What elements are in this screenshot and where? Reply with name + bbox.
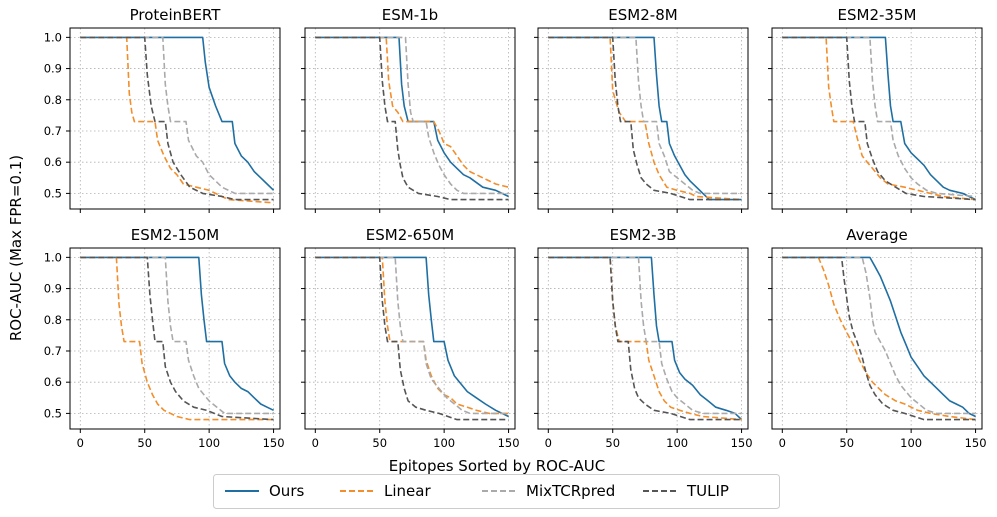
plot-frame — [771, 27, 983, 210]
x-tick-label: 150 — [965, 436, 987, 450]
subplot-title: ESM2-3B — [610, 226, 677, 244]
x-tick-label: 150 — [263, 436, 285, 450]
y-tick-label: 0.7 — [44, 344, 62, 358]
plot-frame — [69, 247, 281, 430]
series-line-tulip — [80, 36, 274, 201]
plot-area — [305, 28, 515, 209]
x-tick-label: 50 — [605, 436, 620, 450]
subplot-6: 0 50 100 150 ESM2-3B — [534, 226, 753, 450]
subplot-1: ESM-1b — [301, 6, 516, 213]
x-tick-label: 100 — [900, 436, 922, 450]
series-line-tulip — [548, 256, 742, 421]
y-tick-label: 1.0 — [44, 30, 62, 44]
series-line-linear — [80, 256, 274, 421]
subplot-3: ESM2-35M — [768, 6, 983, 213]
subplot-title: Average — [846, 226, 908, 244]
y-tick-label: 0.8 — [44, 93, 62, 107]
plot-frame — [304, 27, 516, 210]
y-tick-label: 0.7 — [44, 124, 62, 138]
series-line-ours — [782, 36, 976, 201]
x-tick-label: 0 — [779, 436, 786, 450]
series-line-ours — [782, 256, 976, 418]
plot-frame — [537, 247, 749, 430]
plot-frame — [771, 247, 983, 430]
subplot-4: 0.5 0.6 0.7 0.8 0.9 1.0 0 50 100 150 ESM2-150M — [44, 226, 285, 450]
legend-label-mixtcrpred: MixTCRpred — [526, 482, 615, 500]
plot-area — [538, 248, 748, 429]
x-tick-label: 0 — [77, 436, 84, 450]
legend-label-ours: Ours — [269, 482, 304, 500]
subplot-5: 0 50 100 150 ESM2-650M — [301, 226, 520, 450]
subplot-7: 0 50 100 150 Average — [768, 226, 987, 450]
plot-area — [538, 28, 748, 209]
y-tick-label: 0.8 — [44, 313, 62, 327]
series-line-tulip — [80, 256, 274, 421]
series-line-ours — [315, 256, 509, 418]
x-tick-label: 150 — [731, 436, 753, 450]
series-line-mixtcrpred — [315, 256, 509, 415]
series-line-tulip — [548, 36, 742, 201]
subplot-title: ESM2-650M — [366, 226, 454, 244]
series-line-ours — [548, 256, 743, 421]
y-axis-label: ROC-AUC (Max FPR=0.1) — [7, 155, 25, 341]
x-tick-label: 150 — [498, 436, 520, 450]
legend: Ours Linear MixTCRpred TULIP — [213, 474, 780, 509]
y-tick-label: 0.5 — [44, 406, 62, 420]
legend-label-tulip: TULIP — [686, 482, 729, 500]
series-line-linear — [548, 36, 742, 201]
y-tick-label: 1.0 — [44, 250, 62, 264]
subplot-grid: 0.5 0.6 0.7 0.8 0.9 1.0 ProteinBERT ESM-1b ESM2-… — [44, 6, 987, 450]
subplot-title: ESM2-150M — [131, 226, 219, 244]
legend-label-linear: Linear — [384, 482, 431, 500]
x-tick-label: 50 — [839, 436, 854, 450]
plot-area — [70, 248, 280, 429]
x-tick-label: 100 — [198, 436, 220, 450]
plot-frame — [304, 247, 516, 430]
series-line-linear — [782, 256, 976, 421]
plot-frame — [537, 27, 749, 210]
series-line-mixtcrpred — [315, 36, 509, 195]
plot-area — [305, 248, 515, 429]
y-tick-label: 0.9 — [44, 62, 62, 76]
series-line-linear — [782, 36, 976, 201]
series-line-ours — [80, 256, 274, 412]
x-axis-label: Epitopes Sorted by ROC-AUC — [389, 457, 606, 475]
series-line-ours — [80, 36, 275, 191]
series-line-mixtcrpred — [782, 36, 976, 198]
y-tick-label: 0.9 — [44, 282, 62, 296]
subplot-title: ESM2-35M — [838, 6, 917, 24]
plot-area — [772, 28, 982, 209]
subplot-2: ESM2-8M — [534, 6, 749, 213]
subplot-0: 0.5 0.6 0.7 0.8 0.9 1.0 ProteinBERT — [44, 6, 281, 213]
subplot-title: ESM-1b — [382, 6, 438, 24]
plot-frame — [69, 27, 281, 210]
series-line-linear — [80, 36, 274, 204]
series-line-mixtcrpred — [80, 36, 274, 195]
series-line-mixtcrpred — [548, 36, 742, 195]
series-line-mixtcrpred — [80, 256, 274, 415]
series-line-tulip — [782, 36, 976, 201]
series-line-ours — [548, 36, 742, 201]
plot-area — [70, 28, 280, 209]
series-line-mixtcrpred — [782, 256, 976, 415]
series-line-tulip — [315, 36, 509, 201]
series-line-tulip — [315, 256, 509, 421]
x-tick-label: 50 — [137, 436, 152, 450]
x-tick-label: 100 — [433, 436, 455, 450]
y-tick-label: 0.5 — [44, 186, 62, 200]
subplot-title: ProteinBERT — [130, 6, 222, 24]
series-line-mixtcrpred — [548, 256, 742, 415]
x-tick-label: 50 — [372, 436, 387, 450]
subplot-title: ESM2-8M — [608, 6, 677, 24]
x-tick-label: 0 — [545, 436, 552, 450]
x-tick-label: 0 — [312, 436, 319, 450]
y-tick-label: 0.6 — [44, 155, 62, 169]
series-line-tulip — [782, 256, 976, 421]
series-line-ours — [315, 36, 509, 198]
y-tick-label: 0.6 — [44, 375, 62, 389]
series-line-linear — [315, 36, 509, 188]
x-tick-label: 100 — [666, 436, 688, 450]
